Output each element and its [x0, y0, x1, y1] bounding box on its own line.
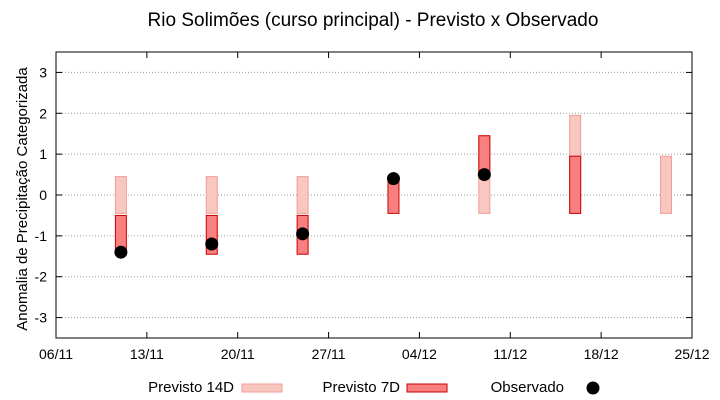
legend-label-observado: Observado	[491, 379, 564, 396]
point-observado	[205, 237, 219, 251]
x-tick-label: 20/11	[221, 346, 255, 362]
point-observado	[296, 227, 310, 241]
legend-swatch-previsto-7d	[406, 383, 448, 393]
point-observado	[114, 245, 128, 259]
y-tick-label: -1	[35, 228, 48, 244]
x-tick-label: 06/11	[39, 346, 73, 362]
legend-marker-observado	[586, 381, 600, 395]
x-tick-label: 25/12	[674, 346, 709, 362]
y-tick-label: -3	[35, 310, 48, 326]
y-tick-label: 1	[39, 146, 47, 162]
y-tick-label: -2	[35, 269, 48, 285]
x-tick-label: 11/12	[493, 346, 527, 362]
legend: Previsto 14D Previsto 7D Observado	[148, 379, 600, 396]
legend-label-previsto-14d: Previsto 14D	[148, 379, 234, 396]
point-observado	[386, 172, 400, 186]
y-axis-label: Anomalia de Precipitação Categorizada	[14, 67, 31, 331]
bar-previsto-14d	[660, 155, 673, 214]
bar-previsto-7d	[569, 155, 582, 214]
y-tick-label: 2	[39, 105, 47, 121]
bar-previsto-14d	[205, 176, 218, 214]
x-tick-label: 18/12	[584, 346, 619, 362]
legend-swatch-previsto-14d	[241, 383, 283, 393]
bar-previsto-14d	[114, 176, 127, 214]
bar-previsto-14d	[296, 176, 309, 214]
bar-previsto-7d	[205, 214, 218, 255]
plot-frame	[55, 51, 693, 339]
axis-ticks: 3 2 1 0 -1 -2 -3 06/11 13/11 20/11 27/11 04/12 11/12…	[35, 52, 710, 362]
point-observado	[477, 168, 491, 182]
x-tick-label: 27/11	[312, 346, 346, 362]
legend-label-previsto-7d: Previsto 7D	[322, 379, 400, 396]
y-tick-label: 3	[39, 64, 47, 80]
grid	[56, 71, 692, 319]
series-observado	[114, 168, 491, 259]
chart-title: Rio Solimões (curso principal) - Previst…	[148, 10, 599, 31]
x-tick-label: 13/11	[130, 346, 164, 362]
y-tick-label: 0	[39, 187, 47, 203]
x-tick-label: 04/12	[402, 346, 437, 362]
